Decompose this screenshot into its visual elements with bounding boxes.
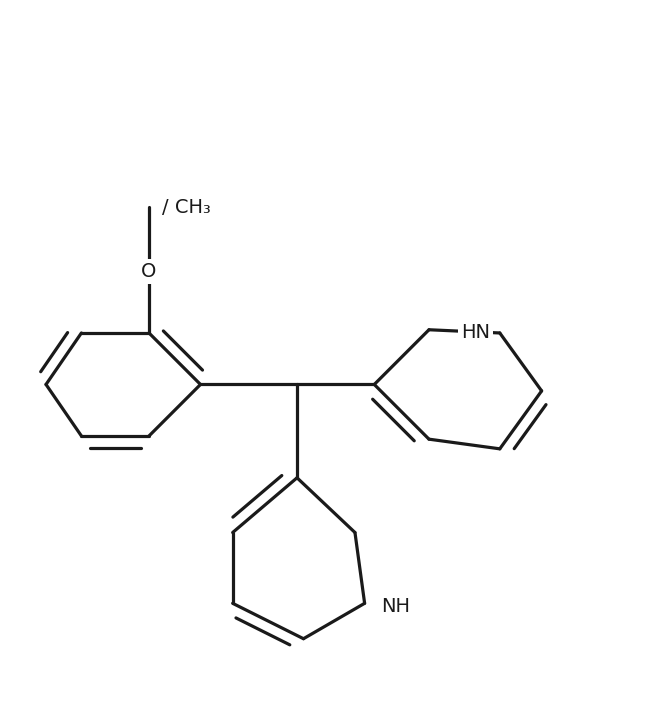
Text: O: O bbox=[141, 262, 156, 282]
Text: NH: NH bbox=[381, 597, 409, 616]
Text: HN: HN bbox=[461, 324, 490, 342]
Text: / CH₃: / CH₃ bbox=[162, 198, 211, 217]
